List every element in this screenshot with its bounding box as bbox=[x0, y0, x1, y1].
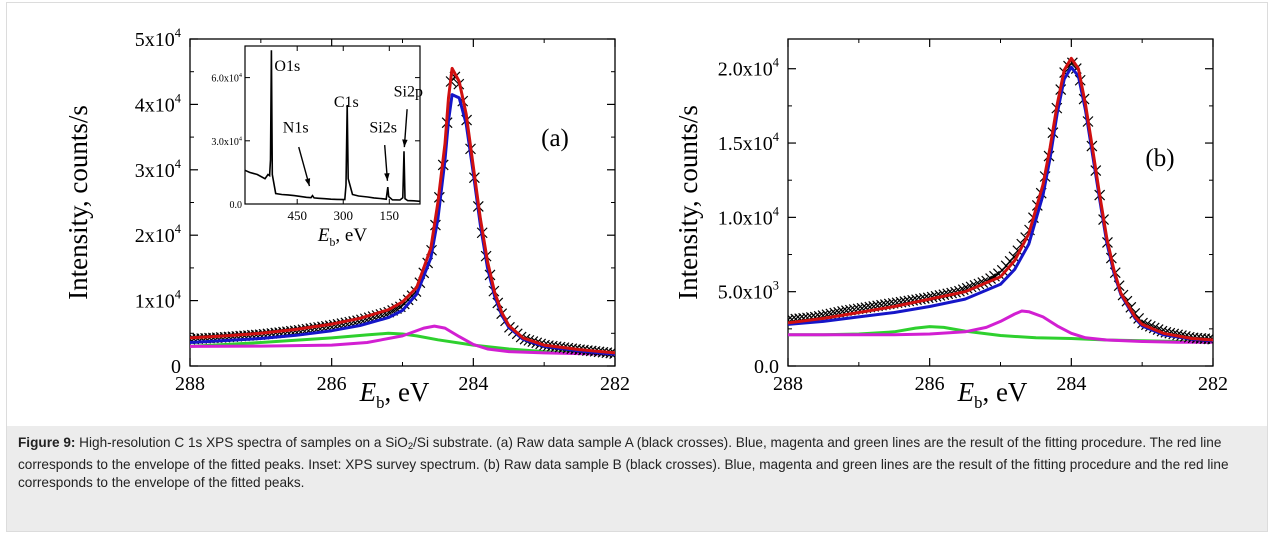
x-tick-label: 288 bbox=[175, 373, 205, 395]
chart-panel-b: 288 286 284 282 0.0 5.0x103 1.0x104 1.5x104 2.0x… bbox=[673, 38, 1228, 412]
y-tick-label: 4x104 bbox=[135, 91, 181, 116]
inset-y-tick-label: 3.0x104 bbox=[211, 135, 242, 148]
y-axis-title: Intensity, counts/s bbox=[63, 105, 93, 300]
peak-label-si2s: Si2s bbox=[369, 119, 397, 136]
peak-label-c1s: C1s bbox=[334, 94, 359, 111]
inset-survey: 450 300 150 0.0 3.0x104 6.0x104 Eb, eV O1s N1s C1… bbox=[211, 45, 423, 249]
y-tick-label: 0 bbox=[171, 356, 181, 378]
x-tick-label: 282 bbox=[600, 373, 630, 395]
inset-y-tick-label: 6.0x104 bbox=[211, 72, 242, 85]
peak-label-o1s: O1s bbox=[274, 58, 300, 75]
peak-arrowhead bbox=[304, 178, 311, 187]
x-tick-label: 288 bbox=[773, 373, 803, 395]
y-tick-label: 1.5x104 bbox=[718, 130, 779, 155]
red-fit-line bbox=[788, 56, 1213, 342]
figure-caption: Figure 9: High-resolution C 1s XPS spect… bbox=[7, 426, 1267, 531]
peak-label-n1s: N1s bbox=[283, 119, 309, 136]
inset-x-tick-label: 300 bbox=[333, 208, 353, 223]
x-axis-title: Eb, eV bbox=[957, 377, 1028, 412]
y-tick-label: 1.0x104 bbox=[718, 204, 779, 229]
y-tick-label: 1x104 bbox=[135, 288, 181, 313]
y-tick-label: 5.0x103 bbox=[718, 279, 779, 304]
inset-x-axis-title: Eb, eV bbox=[317, 225, 367, 249]
raw-data-series bbox=[788, 57, 1213, 345]
caption-label: Figure 9: bbox=[18, 435, 76, 450]
peak-arrowhead bbox=[402, 139, 408, 148]
y-tick-label: 0.0 bbox=[754, 356, 779, 378]
panel-label: (b) bbox=[1145, 145, 1174, 172]
caption-text: /Si substrate. (a) Raw data sample A (bl… bbox=[18, 435, 1229, 490]
y-tick-label: 2x104 bbox=[135, 222, 181, 247]
y-tick-label: 5x104 bbox=[135, 26, 181, 51]
caption-text-pre: High-resolution C 1s XPS spectra of samp… bbox=[75, 435, 408, 450]
peak-label-si2p: Si2p bbox=[394, 84, 423, 101]
y-axis-title: Intensity, counts/s bbox=[673, 105, 703, 300]
blue-fit-line bbox=[788, 65, 1213, 343]
inset-frame bbox=[244, 45, 421, 205]
x-tick-label: 284 bbox=[1056, 373, 1086, 395]
x-tick-label: 284 bbox=[458, 373, 488, 395]
series-layer bbox=[190, 66, 615, 359]
magenta-fit-line bbox=[190, 324, 615, 356]
inset-x-tick-label: 450 bbox=[287, 208, 307, 223]
red-fit-line bbox=[190, 66, 615, 355]
x-axis-title: Eb, eV bbox=[359, 377, 430, 412]
y-tick-label: 2.0x104 bbox=[718, 56, 779, 81]
x-tick-label: 286 bbox=[915, 373, 945, 395]
peak-arrowhead bbox=[384, 173, 390, 181]
inset-y-tick-label: 0.0 bbox=[230, 200, 243, 211]
caption-subscript: 2 bbox=[407, 441, 414, 452]
x-tick-label: 282 bbox=[1198, 373, 1228, 395]
chart-panel-a: 288 286 284 282 0 1x104 2x104 3x104 4x104 5x104 In… bbox=[63, 26, 630, 412]
y-tick-label: 3x104 bbox=[135, 157, 181, 182]
series-layer bbox=[788, 56, 1213, 345]
figure-canvas: 288 286 284 282 0 1x104 2x104 3x104 4x104 5x104 In… bbox=[63, 26, 1228, 412]
survey-spectrum-line bbox=[245, 50, 420, 203]
x-tick-label: 286 bbox=[317, 373, 347, 395]
magenta-fit-line bbox=[788, 309, 1213, 344]
inset-x-tick-label: 150 bbox=[380, 208, 400, 223]
panel-label: (a) bbox=[541, 125, 569, 152]
